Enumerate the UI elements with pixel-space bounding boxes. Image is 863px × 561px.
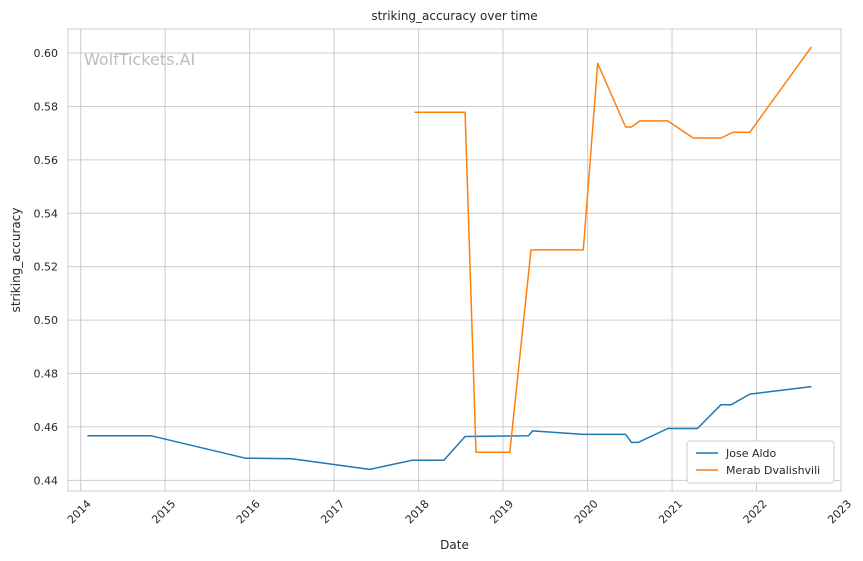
y-tick-label: 0.56	[34, 154, 59, 167]
x-axis-title: Date	[440, 538, 469, 552]
y-tick-label: 0.48	[34, 367, 59, 380]
y-tick-labels: 0.44 0.46 0.48 0.50 0.52 0.54 0.56 0.58 0.60	[34, 47, 59, 487]
x-tick-label: 2015	[149, 497, 178, 526]
series-layer	[87, 46, 813, 471]
plot-frame	[67, 28, 842, 492]
y-tick-label: 0.46	[34, 421, 59, 434]
y-gridlines	[68, 52, 841, 481]
series-line-merab-dvalishvili	[414, 46, 813, 454]
x-tick-label: 2020	[572, 497, 601, 526]
legend-box	[686, 440, 835, 484]
legend-label-jose-aldo: Jose Aldo	[725, 447, 777, 460]
y-axis-title: striking_accuracy	[9, 208, 23, 313]
x-tick-label: 2023	[825, 497, 854, 526]
watermark: WolfTickets.AI	[84, 50, 195, 69]
y-tick-label: 0.44	[34, 474, 59, 487]
x-tick-label: 2018	[403, 497, 432, 526]
y-tick-label: 0.54	[34, 207, 59, 220]
x-tick-label: 2021	[656, 497, 685, 526]
x-tick-label: 2022	[741, 497, 770, 526]
y-tick-label: 0.58	[34, 100, 59, 113]
x-tick-label: 2017	[318, 497, 347, 526]
x-tick-label: 2016	[234, 497, 263, 526]
y-tick-label: 0.60	[34, 47, 59, 60]
x-tick-label: 2014	[65, 497, 94, 526]
x-tick-label: 2019	[487, 497, 516, 526]
series-line-jose-aldo	[87, 385, 812, 471]
plot-area	[68, 29, 841, 491]
y-tick-label: 0.52	[34, 261, 59, 274]
legend: Jose Aldo Merab Dvalishvili	[686, 440, 835, 484]
y-tick-label: 0.50	[34, 314, 59, 327]
chart-title: striking_accuracy over time	[371, 9, 537, 23]
legend-label-merab-dvalishvili: Merab Dvalishvili	[726, 464, 820, 477]
x-tick-labels: 2014 2015 2016 2017 2018 2019 2020 2021 2022 2023	[65, 497, 854, 526]
